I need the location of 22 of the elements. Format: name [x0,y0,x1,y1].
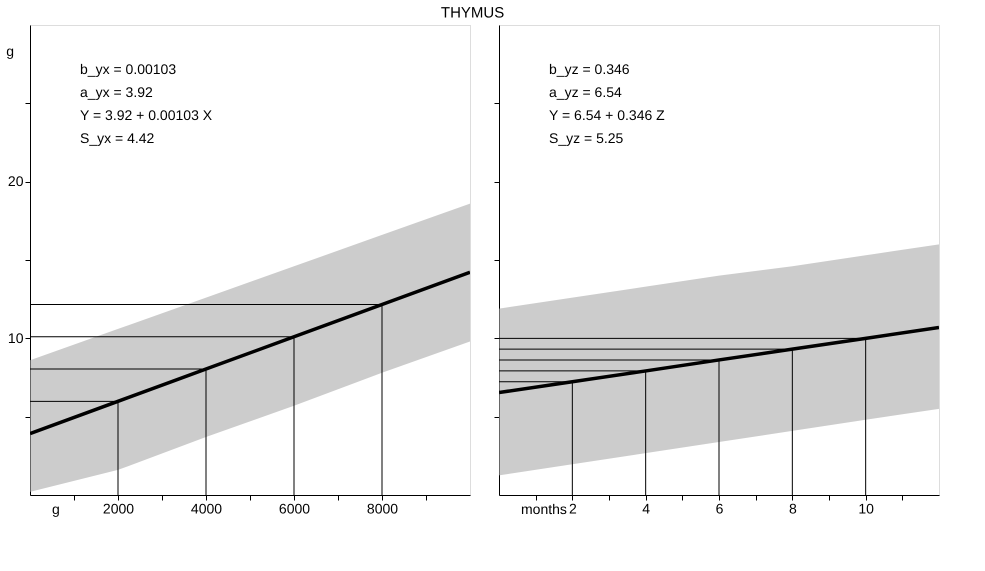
x-axis-title: g [52,501,60,517]
annotation: S_yx = 4.42 [80,130,155,146]
x-tick-label: 4 [642,500,650,516]
x-tick-label: 6000 [278,500,310,516]
chart-title: THYMUS [440,4,504,22]
y-tick-label: 20 [8,173,24,190]
annotation: b_yz = 0.346 [549,61,630,77]
x-tick-label: 6 [716,500,724,516]
x-tick-label: 8000 [366,500,398,516]
x-tick-label: 2000 [102,500,134,516]
annotation: a_yz = 6.54 [549,84,622,100]
annotation: b_yx = 0.00103 [80,61,176,77]
annotation: Y = 3.92 + 0.00103 X [80,107,213,123]
x-axis-title: months [521,501,567,517]
x-tick-label: 8 [788,500,797,516]
x-tick-label: 10 [858,500,874,516]
annotation: S_yz = 5.25 [549,130,624,146]
annotation: Y = 6.54 + 0.346 Z [549,107,666,123]
annotation: a_yx = 3.92 [80,84,153,100]
x-tick-label: 2 [568,500,577,516]
y-axis-title: g [6,43,14,59]
x-tick-label: 4000 [190,500,222,516]
